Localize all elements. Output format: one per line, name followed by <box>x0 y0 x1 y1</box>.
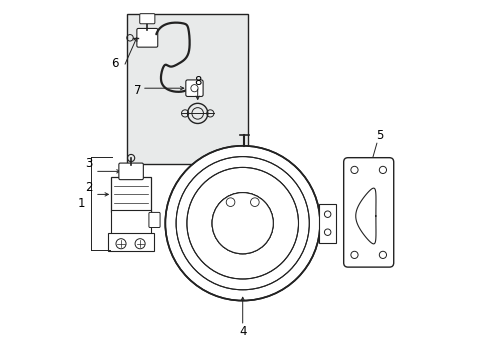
Circle shape <box>212 193 273 254</box>
FancyBboxPatch shape <box>108 233 153 251</box>
FancyBboxPatch shape <box>140 14 155 24</box>
Text: 2: 2 <box>85 181 92 194</box>
Circle shape <box>165 146 320 301</box>
Text: 6: 6 <box>111 57 119 69</box>
Text: 1: 1 <box>78 197 85 210</box>
FancyBboxPatch shape <box>119 163 143 180</box>
FancyBboxPatch shape <box>319 204 335 243</box>
FancyBboxPatch shape <box>343 158 393 267</box>
FancyBboxPatch shape <box>185 80 203 96</box>
Text: 4: 4 <box>239 325 246 338</box>
FancyBboxPatch shape <box>111 210 151 235</box>
FancyBboxPatch shape <box>149 212 160 228</box>
FancyBboxPatch shape <box>137 28 158 47</box>
Text: 7: 7 <box>134 84 141 96</box>
Text: 8: 8 <box>194 75 201 88</box>
FancyBboxPatch shape <box>111 177 151 212</box>
Text: 3: 3 <box>85 157 92 170</box>
Text: 5: 5 <box>375 129 383 141</box>
Bar <box>127 14 247 164</box>
